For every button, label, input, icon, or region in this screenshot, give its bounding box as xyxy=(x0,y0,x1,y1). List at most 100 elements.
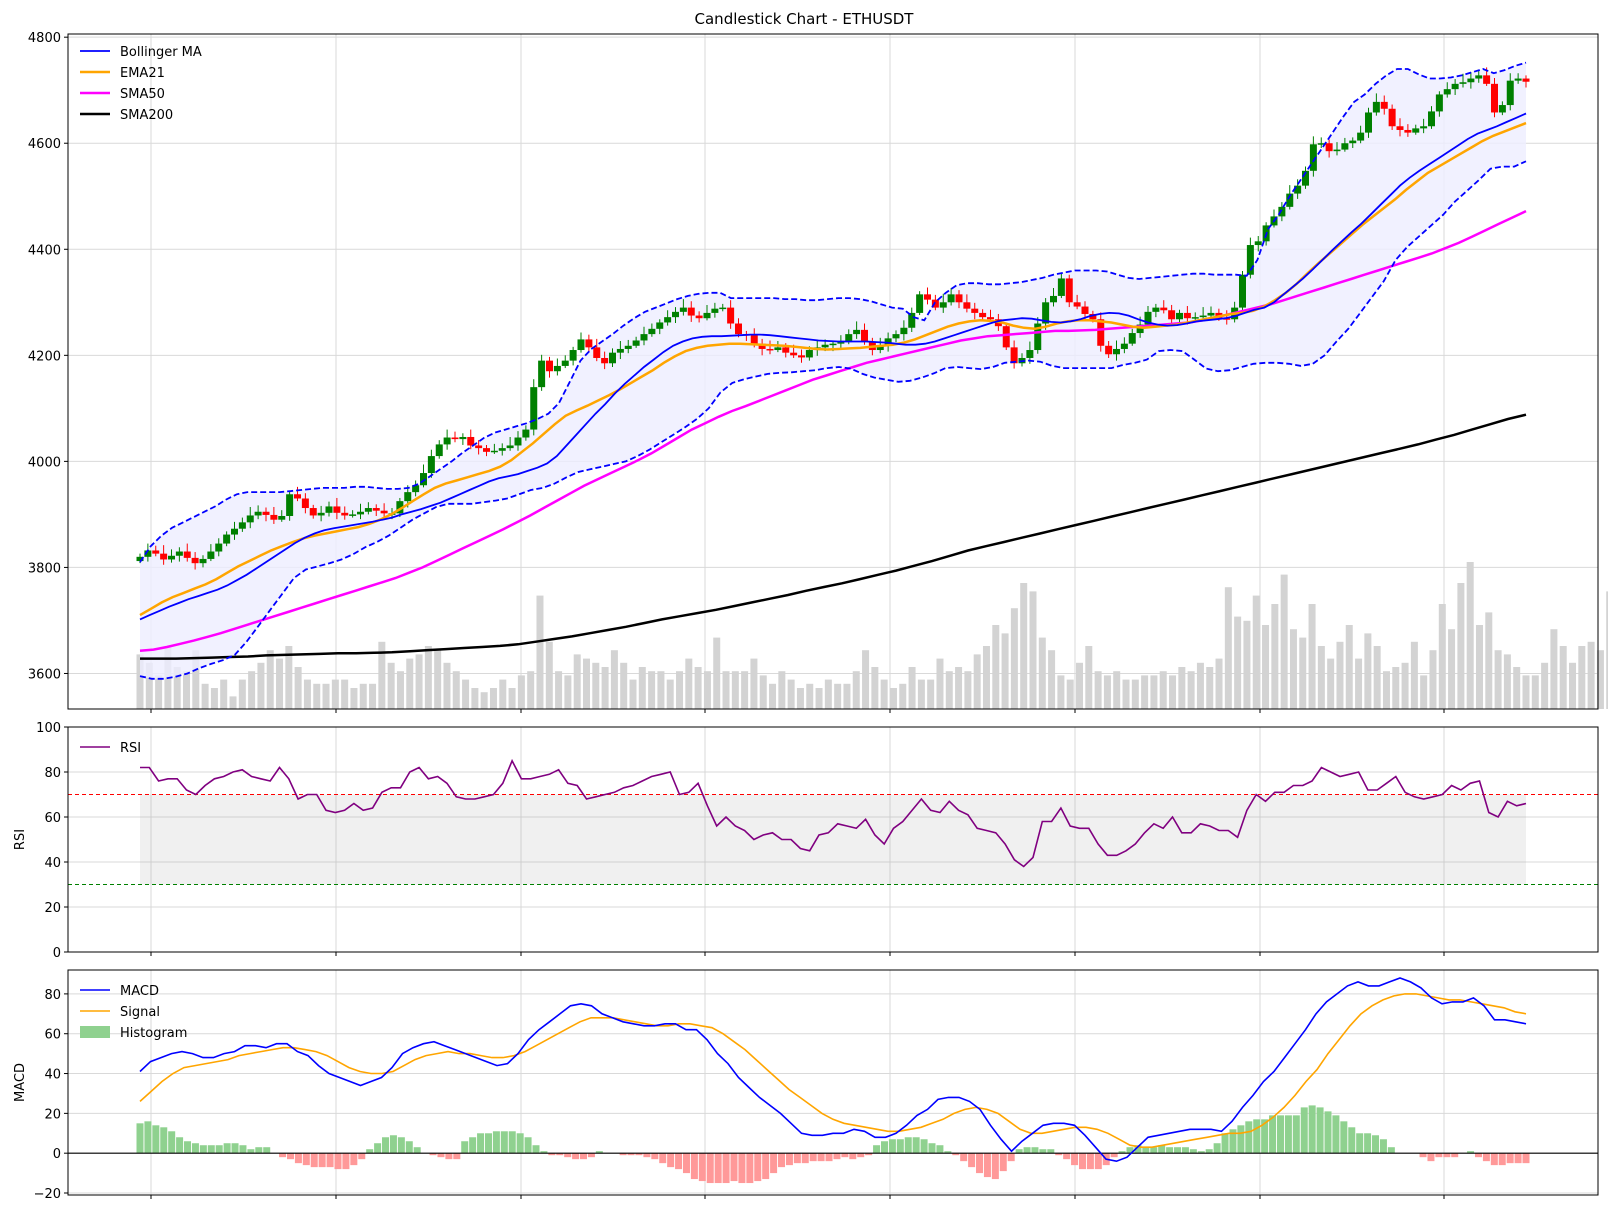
candle-bullish xyxy=(1459,82,1467,84)
candle-bullish xyxy=(435,444,443,457)
volume-bar xyxy=(499,679,507,709)
candle-bullish xyxy=(1254,241,1262,246)
candle-bearish xyxy=(467,436,475,446)
volume-bar xyxy=(992,625,1000,709)
volume-bar xyxy=(778,671,786,709)
candle-bullish xyxy=(656,322,664,329)
volume-bar xyxy=(582,658,590,709)
candle-bearish xyxy=(160,553,168,560)
candle-bearish xyxy=(1223,318,1231,320)
volume-bar xyxy=(1029,591,1037,709)
histogram-bar xyxy=(873,1145,881,1154)
legend-label: RSI xyxy=(120,741,141,756)
histogram-bar xyxy=(667,1153,675,1168)
histogram-bar xyxy=(778,1153,786,1168)
volume-bar xyxy=(145,662,153,709)
candle-bullish xyxy=(1042,302,1050,324)
candle-bullish xyxy=(1207,312,1215,316)
histogram-bar xyxy=(896,1139,904,1154)
histogram-bar xyxy=(540,1151,548,1154)
histogram-bar xyxy=(548,1153,556,1156)
candle-bullish xyxy=(1333,149,1341,152)
histogram-bar xyxy=(1071,1153,1079,1166)
histogram-bar xyxy=(1332,1115,1340,1154)
histogram-bar xyxy=(358,1153,366,1160)
histogram-bar xyxy=(1435,1153,1443,1158)
candle-bullish xyxy=(175,551,183,556)
histogram-bar xyxy=(223,1143,231,1154)
candle-bearish xyxy=(294,494,301,499)
candle-bullish xyxy=(1294,185,1302,194)
histogram-bar xyxy=(294,1153,302,1164)
candle-bearish xyxy=(546,360,553,372)
volume-bar xyxy=(657,671,665,709)
price-ytick-label: 4600 xyxy=(28,137,61,152)
histogram-bar xyxy=(714,1153,722,1184)
histogram-bar xyxy=(1245,1121,1253,1154)
histogram-bar xyxy=(936,1145,944,1154)
volume-bar xyxy=(201,683,209,709)
volume-bar xyxy=(796,688,804,709)
volume-bar xyxy=(573,654,581,709)
histogram-bar xyxy=(1474,1153,1482,1158)
candle-bullish xyxy=(1341,143,1349,150)
volume-bar xyxy=(1215,658,1223,709)
candle-bullish xyxy=(1246,245,1254,275)
volume-bar xyxy=(1587,641,1595,709)
candle-bullish xyxy=(1357,132,1365,141)
histogram-bar xyxy=(231,1143,239,1154)
volume-bar xyxy=(1150,675,1158,709)
volume-bar xyxy=(1057,675,1065,709)
candle-bearish xyxy=(191,557,199,564)
legend-label: SMA50 xyxy=(120,87,165,102)
histogram-bar xyxy=(334,1153,342,1170)
volume-bar xyxy=(648,671,656,709)
volume-bar xyxy=(676,671,684,709)
volume-bar xyxy=(462,679,470,709)
rsi-ytick-label: 0 xyxy=(53,946,61,961)
histogram-bar xyxy=(920,1139,928,1154)
candle-bullish xyxy=(1176,312,1183,320)
histogram-bar xyxy=(595,1151,603,1154)
candle-bearish xyxy=(979,312,987,318)
volume-bar xyxy=(592,662,600,709)
candle-bullish xyxy=(514,437,522,446)
volume-bar xyxy=(536,595,544,709)
legend-label: SMA200 xyxy=(120,108,173,123)
histogram-bar xyxy=(461,1141,469,1154)
volume-bar xyxy=(936,658,944,709)
candle-bearish xyxy=(372,508,380,511)
candle-bullish xyxy=(1420,126,1428,129)
histogram-bar xyxy=(1055,1153,1063,1156)
rsi-line xyxy=(140,758,1527,868)
histogram-bar xyxy=(675,1153,683,1170)
volume-bar xyxy=(927,679,935,709)
volume-bar xyxy=(982,646,990,709)
histogram-bar xyxy=(635,1153,643,1156)
candle-bullish xyxy=(679,307,687,312)
histogram-bar xyxy=(1261,1119,1269,1154)
candle-bearish xyxy=(758,343,766,349)
candle-bullish xyxy=(609,352,616,364)
price-ytick-label: 4800 xyxy=(28,31,61,46)
candle-bullish xyxy=(1113,348,1120,355)
histogram-bar xyxy=(1269,1115,1277,1154)
rsi-ytick-label: 100 xyxy=(36,721,61,736)
volume-bar xyxy=(955,667,963,709)
volume-bar xyxy=(1475,625,1483,709)
candle-bearish xyxy=(1160,307,1168,311)
volume-bar xyxy=(1299,637,1307,709)
volume-bar xyxy=(871,667,879,709)
histogram-bar xyxy=(1372,1135,1380,1154)
volume-bar xyxy=(1345,625,1353,709)
volume-bar xyxy=(359,683,367,709)
candle-bearish xyxy=(1089,313,1097,320)
histogram-bar xyxy=(1023,1147,1031,1154)
volume-bar xyxy=(545,641,553,709)
histogram-bar xyxy=(1031,1147,1039,1154)
volume-bar xyxy=(238,679,246,709)
histogram-bar xyxy=(762,1153,770,1180)
price-panel: 3600 3800 4000 4200 4400 4600 4800 Bollinger MA… xyxy=(28,31,1608,713)
rsi-ytick-label: 20 xyxy=(44,901,61,916)
histogram-bar xyxy=(397,1137,405,1154)
